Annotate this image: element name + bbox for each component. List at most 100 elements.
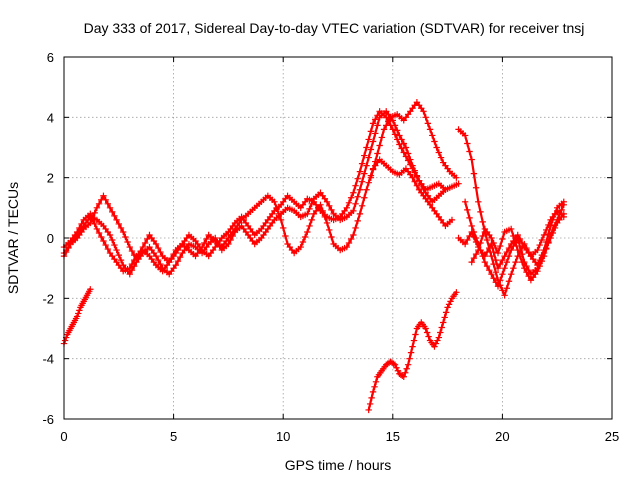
data-point (126, 264, 133, 272)
data-point (423, 329, 431, 336)
data-point (345, 239, 353, 247)
data-point (510, 232, 517, 240)
data-point (396, 141, 403, 148)
data-point (297, 243, 304, 251)
data-point (350, 231, 357, 239)
x-tick-label: 15 (386, 429, 400, 444)
data-point (426, 126, 434, 133)
data-point (172, 261, 179, 269)
data-point (422, 325, 429, 332)
data-point (429, 132, 436, 139)
data-point (350, 207, 357, 215)
data-point (442, 309, 450, 316)
data-point (444, 304, 451, 311)
data-point (363, 144, 370, 151)
data-point (369, 120, 377, 127)
data-point (365, 406, 372, 414)
data-point (543, 244, 550, 252)
data-point (374, 122, 381, 129)
data-point (106, 204, 114, 212)
data-point (399, 372, 406, 379)
data-point (152, 240, 160, 248)
data-point (144, 235, 151, 243)
data-point (299, 238, 307, 246)
data-point (391, 131, 399, 138)
data-point (545, 221, 552, 229)
data-point (133, 255, 140, 263)
data-point (503, 248, 510, 256)
data-point (93, 225, 101, 233)
data-point (343, 243, 350, 251)
data-point (536, 259, 543, 267)
series-trace (62, 110, 447, 264)
data-point (538, 254, 546, 262)
data-point (492, 256, 500, 264)
data-point (326, 226, 333, 234)
data-point (358, 160, 366, 167)
data-point (157, 248, 164, 256)
data-point (376, 142, 383, 149)
data-point (420, 108, 427, 115)
data-point (440, 319, 447, 326)
data-point (514, 234, 521, 242)
data-point (494, 283, 502, 290)
data-point (475, 198, 482, 205)
data-point (61, 337, 69, 344)
data-point (87, 210, 94, 218)
data-point (507, 225, 515, 233)
data-point (91, 209, 98, 217)
data-point (409, 165, 416, 172)
data-point (538, 236, 546, 244)
data-point (466, 214, 473, 222)
data-point (503, 285, 510, 292)
data-point (378, 134, 386, 141)
data-point (109, 236, 116, 244)
data-point (372, 158, 379, 165)
data-point (488, 234, 495, 242)
data-point (352, 182, 359, 189)
data-point (308, 216, 315, 224)
data-point (139, 243, 147, 251)
data-point (87, 219, 94, 227)
data-point (492, 279, 500, 286)
series-trace (457, 128, 565, 297)
data-point (464, 206, 471, 214)
data-point (400, 140, 407, 147)
data-point (543, 226, 550, 234)
y-tick-label: 4 (47, 110, 54, 125)
data-point (398, 145, 405, 152)
data-point (437, 154, 445, 161)
data-point (558, 206, 565, 214)
data-point (363, 186, 370, 193)
axis-ticks: 0 5 10 15 20 25 -6 -4 -2 0 2 4 6 (42, 50, 619, 444)
data-point (501, 292, 508, 299)
x-tick-label: 10 (276, 429, 290, 444)
data-point (431, 138, 438, 145)
data-point (115, 220, 122, 228)
data-point (468, 156, 475, 163)
data-point (549, 229, 557, 237)
x-tick-label: 25 (605, 429, 619, 444)
data-point (477, 246, 484, 254)
data-point (275, 210, 283, 218)
data-point (356, 168, 364, 175)
data-point (304, 228, 311, 236)
data-point (113, 216, 120, 224)
data-point (510, 242, 517, 250)
data-point (361, 152, 368, 159)
data-point (499, 271, 506, 278)
data-point (374, 150, 381, 157)
series-trace-d (367, 99, 460, 181)
x-tick-label: 20 (495, 429, 509, 444)
data-point (501, 264, 508, 272)
y-tick-label: -6 (42, 412, 54, 427)
data-point (505, 278, 513, 285)
data-point (534, 264, 541, 272)
data-point (481, 258, 489, 266)
data-point (518, 250, 526, 258)
data-point (512, 238, 519, 246)
data-point (545, 239, 552, 247)
data-point (394, 367, 402, 374)
data-point (560, 201, 567, 209)
